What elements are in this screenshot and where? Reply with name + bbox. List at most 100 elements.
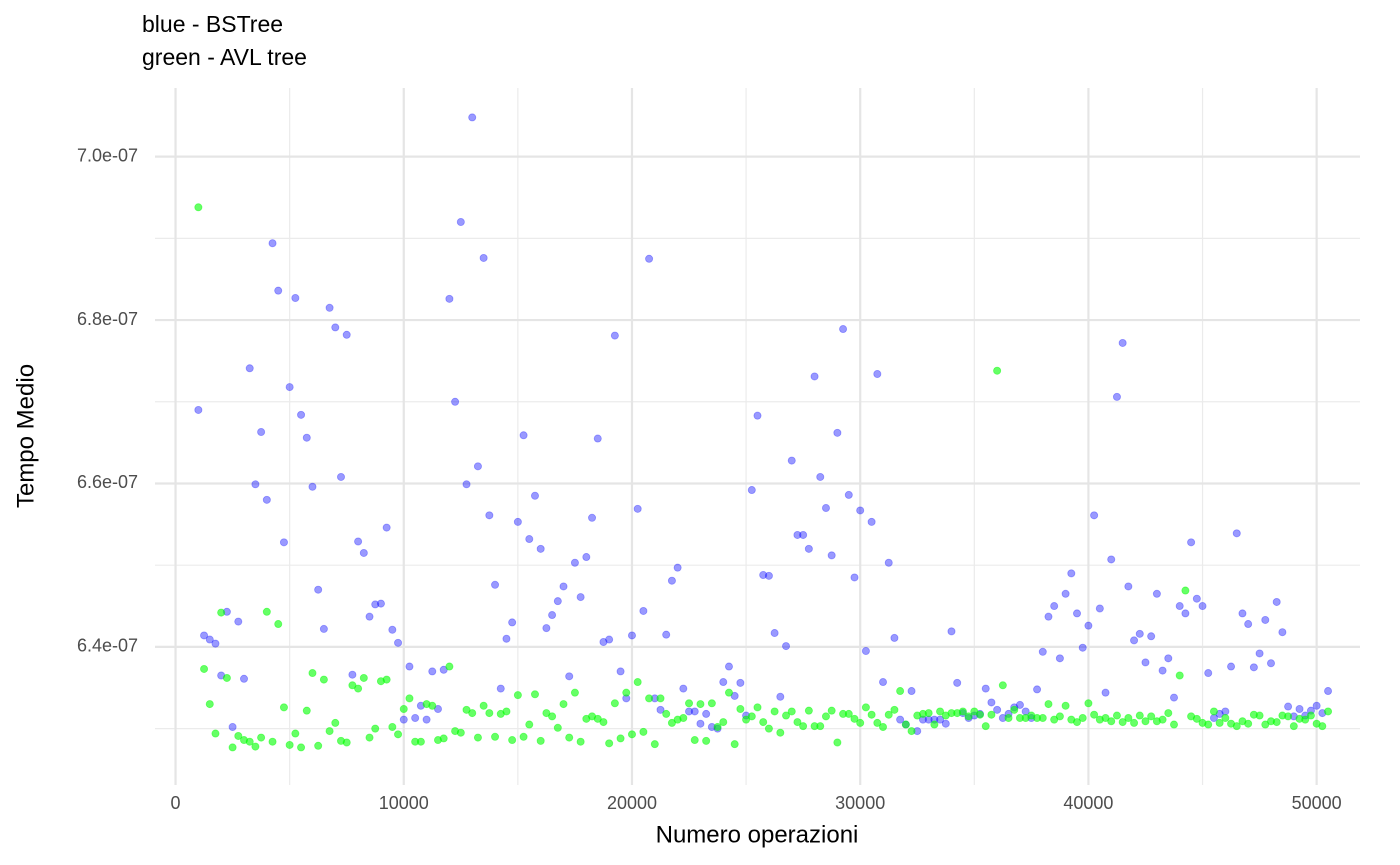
point [1209, 707, 1218, 716]
point [1095, 604, 1104, 613]
point [565, 733, 574, 742]
point [308, 482, 317, 491]
point [1141, 658, 1150, 667]
point [970, 707, 979, 716]
point [667, 576, 676, 585]
point [542, 624, 551, 633]
point [445, 294, 454, 303]
point [1204, 669, 1213, 678]
point [690, 707, 699, 716]
point [958, 707, 967, 716]
point [1084, 699, 1093, 708]
point [302, 706, 311, 715]
point [696, 700, 705, 709]
point [821, 503, 830, 512]
point [508, 736, 517, 745]
point [1249, 663, 1258, 672]
point [793, 718, 802, 727]
point [605, 635, 614, 644]
point [816, 722, 825, 731]
point [536, 544, 545, 553]
point [388, 722, 397, 731]
point [365, 733, 374, 742]
x-tick-label: 10000 [379, 793, 429, 813]
point [793, 530, 802, 539]
point [194, 405, 203, 414]
point [947, 627, 956, 636]
point [656, 705, 665, 714]
point [673, 563, 682, 572]
point [240, 674, 249, 683]
point [593, 434, 602, 443]
point [542, 709, 551, 718]
y-tick-label: 6.4e-07 [77, 636, 138, 656]
point [998, 681, 1007, 690]
point [473, 733, 482, 742]
point [907, 687, 916, 696]
point [1158, 715, 1167, 724]
point [964, 712, 973, 721]
point [428, 701, 437, 710]
point [1198, 602, 1207, 611]
point [1050, 715, 1059, 724]
point [856, 718, 865, 727]
point [1175, 602, 1184, 611]
point [1055, 654, 1064, 663]
point [508, 618, 517, 627]
point [1135, 629, 1144, 638]
x-axis-title: Numero operazioni [656, 821, 859, 848]
point [388, 625, 397, 634]
point [1112, 711, 1121, 720]
point [1255, 649, 1264, 658]
point [987, 698, 996, 707]
point [650, 740, 659, 749]
point [297, 743, 306, 752]
point [981, 722, 990, 731]
point [924, 709, 933, 718]
point [1044, 612, 1053, 621]
y-tick-label: 6.8e-07 [77, 309, 138, 329]
point [702, 736, 711, 745]
point [405, 694, 414, 703]
point [1181, 586, 1190, 595]
point [799, 530, 808, 539]
point [1312, 701, 1321, 710]
point [496, 684, 505, 693]
point [1135, 711, 1144, 720]
point [1175, 671, 1184, 680]
point [222, 673, 231, 682]
point [804, 544, 813, 553]
point [559, 582, 568, 591]
point [816, 472, 825, 481]
point [285, 740, 294, 749]
point [433, 705, 442, 714]
point [479, 701, 488, 710]
point [1301, 715, 1310, 724]
chart-title: blue - BSTree [142, 11, 283, 37]
point [1124, 713, 1133, 722]
point [593, 714, 602, 723]
point [627, 730, 636, 739]
point [810, 372, 819, 381]
point [1289, 722, 1298, 731]
point [890, 705, 899, 714]
point [764, 571, 773, 580]
point [1038, 713, 1047, 722]
point [736, 705, 745, 714]
point [1266, 659, 1275, 668]
point [662, 630, 671, 639]
point [359, 673, 368, 682]
point [776, 728, 785, 737]
point [1187, 538, 1196, 547]
point [770, 707, 779, 716]
point [1204, 720, 1213, 729]
point [570, 558, 579, 567]
point [1004, 713, 1013, 722]
point [764, 724, 773, 733]
point [439, 734, 448, 743]
x-tick-label: 40000 [1063, 793, 1113, 813]
point [468, 113, 477, 122]
point [1010, 705, 1019, 714]
point [1306, 711, 1315, 720]
